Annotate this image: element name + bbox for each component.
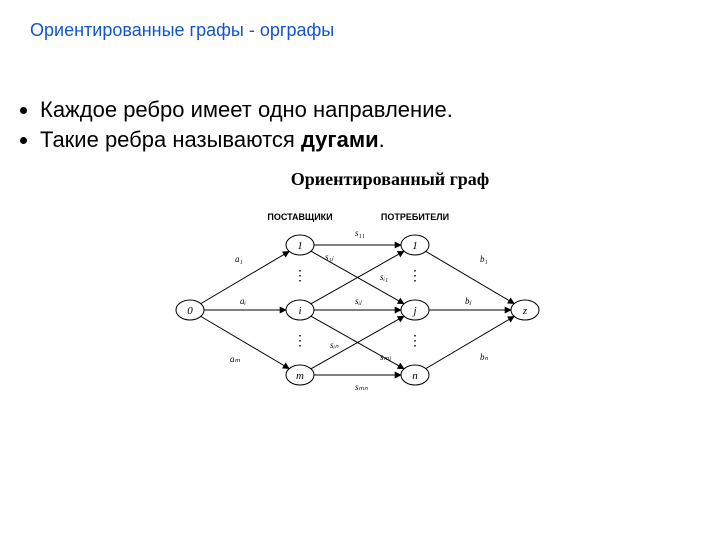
graph-edge bbox=[201, 316, 289, 368]
edge-label: sₘₙ bbox=[355, 382, 368, 392]
ellipsis-icon: ⋮ bbox=[408, 269, 422, 284]
diagram-subtitle: Ориентированный граф bbox=[180, 169, 600, 190]
edge-label: sᵢₙ bbox=[330, 340, 339, 350]
directed-graph: a₁aᵢaₘs₁₁s₁ⱼsᵢ₁sᵢⱼsᵢₙsₘⱼsₘₙb₁bⱼbₙ01im1jn… bbox=[150, 200, 570, 410]
graph-edge bbox=[426, 316, 514, 368]
ellipsis-icon: ⋮ bbox=[293, 269, 307, 284]
ellipsis-icon: ⋮ bbox=[293, 334, 307, 349]
node-label: z bbox=[522, 305, 528, 317]
edge-label: bⱼ bbox=[465, 296, 473, 306]
column-header: ПОТРЕБИТЕЛИ bbox=[381, 212, 449, 222]
column-header: ПОСТАВЩИКИ bbox=[267, 212, 332, 222]
edge-label: sᵢ₁ bbox=[380, 272, 388, 282]
edge-label: aᵢ bbox=[240, 296, 247, 306]
node-label: n bbox=[412, 370, 418, 382]
edge-label: aₘ bbox=[230, 354, 241, 364]
node-label: i bbox=[298, 305, 301, 317]
ellipsis-icon: ⋮ bbox=[408, 334, 422, 349]
edge-label: sₘⱼ bbox=[380, 352, 392, 362]
edge-label: b₁ bbox=[480, 254, 488, 264]
node-label: 0 bbox=[187, 305, 193, 317]
edge-label: a₁ bbox=[235, 254, 243, 264]
edge-label: s₁ⱼ bbox=[325, 252, 335, 262]
edge-label: bₙ bbox=[480, 352, 489, 362]
node-label: 1 bbox=[412, 240, 418, 252]
edge-label: sᵢⱼ bbox=[355, 296, 363, 306]
bullet-1: Каждое ребро имеет одно направление. bbox=[40, 97, 720, 123]
bullet-2-post: . bbox=[379, 127, 385, 152]
node-label: 1 bbox=[297, 240, 303, 252]
bullet-2-pre: Такие ребра называются bbox=[40, 127, 301, 152]
page-title: Ориентированные графы - орграфы bbox=[0, 0, 720, 41]
edge-label: s₁₁ bbox=[355, 228, 365, 238]
bullet-2: Такие ребра называются дугами. bbox=[40, 127, 720, 153]
bullet-list: Каждое ребро имеет одно направление. Так… bbox=[0, 57, 720, 153]
bullet-2-bold: дугами bbox=[301, 127, 379, 152]
node-label: m bbox=[296, 370, 304, 382]
